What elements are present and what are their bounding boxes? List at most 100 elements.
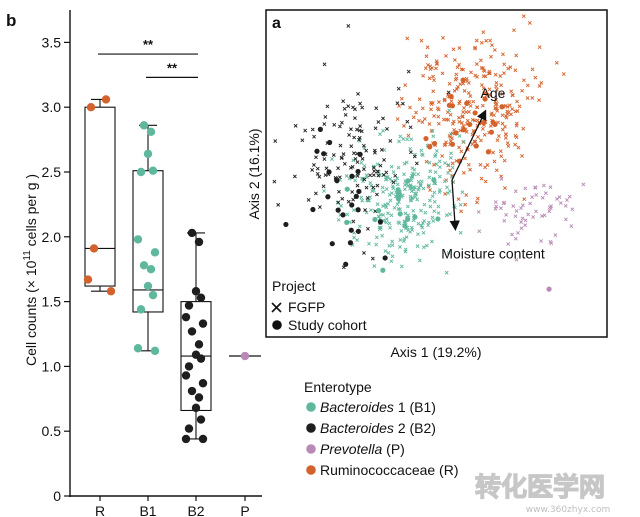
- enterotype-swatch-icon: [306, 402, 316, 412]
- fgfp-cross-point: [483, 90, 488, 95]
- study-cohort-dot-point: [431, 140, 438, 147]
- fgfp-cross-point: [351, 208, 356, 212]
- data-point-B2: [198, 379, 208, 388]
- fgfp-cross-point: [434, 148, 439, 153]
- fgfp-cross-point: [480, 103, 485, 108]
- fgfp-cross-point: [414, 161, 419, 166]
- fgfp-cross-point: [461, 124, 466, 128]
- fgfp-cross-point: [422, 202, 427, 207]
- fgfp-cross-point: [371, 165, 376, 170]
- fgfp-cross-point: [342, 161, 347, 166]
- fgfp-cross-point: [336, 166, 341, 171]
- fgfp-cross-point: [358, 101, 363, 106]
- fgfp-cross-point: [402, 187, 407, 192]
- data-point-R: [89, 244, 99, 253]
- fgfp-cross-point: [357, 135, 362, 140]
- fgfp-cross-point: [349, 127, 353, 132]
- fgfp-cross-point: [402, 123, 406, 128]
- fgfp-cross-point: [480, 126, 485, 131]
- fgfp-cross-point: [322, 157, 327, 161]
- fgfp-cross-point: [446, 117, 451, 122]
- fgfp-cross-point: [424, 54, 429, 59]
- fgfp-cross-point: [398, 245, 402, 249]
- fgfp-cross-point: [300, 138, 305, 143]
- study-cohort-dot-point: [481, 120, 487, 126]
- fgfp-cross-point: [350, 189, 355, 194]
- fgfp-cross-point: [378, 163, 383, 168]
- study-cohort-dot-point: [382, 255, 388, 261]
- fgfp-cross-point: [484, 38, 489, 43]
- fgfp-cross-point: [412, 154, 417, 159]
- fgfp-cross-point: [434, 162, 439, 167]
- fgfp-cross-point: [408, 229, 413, 234]
- data-point-B1: [143, 281, 153, 291]
- fgfp-cross-point: [351, 197, 356, 202]
- data-point-B2: [191, 287, 201, 296]
- watermark-text: 转化医学网: [475, 472, 605, 503]
- fgfp-cross-point: [364, 148, 369, 153]
- fgfp-cross-point: [405, 137, 410, 142]
- study-cohort-dot-point: [356, 188, 362, 195]
- fgfp-cross-point: [531, 215, 536, 219]
- fgfp-cross-point: [353, 156, 358, 161]
- fgfp-cross-point: [434, 66, 438, 71]
- fgfp-cross-point: [474, 62, 479, 67]
- fgfp-cross-point: [395, 101, 400, 106]
- fgfp-cross-point: [447, 133, 452, 138]
- fgfp-cross-point: [312, 134, 316, 139]
- fgfp-cross-point: [375, 202, 380, 207]
- fgfp-cross-point: [526, 212, 531, 217]
- fgfp-cross-point: [429, 128, 434, 133]
- fgfp-cross-point: [443, 191, 448, 196]
- fgfp-cross-point: [358, 124, 363, 129]
- fgfp-cross-point: [351, 219, 356, 224]
- fgfp-cross-point: [444, 213, 449, 218]
- fgfp-cross-point: [479, 176, 484, 181]
- fgfp-cross-point: [355, 174, 360, 178]
- study-cohort-dot-point: [343, 261, 349, 267]
- fgfp-cross-point: [480, 83, 484, 87]
- fgfp-cross-point: [519, 220, 524, 225]
- fgfp-cross-point: [530, 67, 535, 72]
- fgfp-cross-point: [390, 254, 395, 259]
- fgfp-cross-point: [539, 239, 544, 243]
- study-cohort-dot-point: [431, 177, 437, 183]
- fgfp-cross-point: [408, 194, 413, 199]
- fgfp-cross-point: [340, 196, 345, 201]
- fgfp-cross-point: [440, 71, 445, 76]
- fgfp-cross-point: [433, 154, 437, 159]
- fgfp-cross-point: [420, 106, 425, 111]
- fgfp-cross-point: [409, 137, 414, 142]
- fgfp-cross-point: [419, 208, 423, 213]
- fgfp-cross-point: [384, 220, 389, 225]
- fgfp-cross-point: [322, 122, 327, 126]
- fgfp-cross-point: [442, 143, 447, 148]
- fgfp-cross-point: [420, 153, 425, 158]
- study-cohort-dot-point: [412, 214, 418, 220]
- fgfp-cross-point: [276, 202, 281, 207]
- fgfp-cross-point: [416, 172, 421, 177]
- fgfp-cross-point: [390, 239, 395, 244]
- fgfp-cross-point: [421, 245, 426, 250]
- fgfp-cross-point: [389, 164, 394, 169]
- fgfp-cross-point: [386, 211, 390, 216]
- study-cohort-dot-point: [435, 216, 441, 222]
- fgfp-cross-point: [502, 158, 507, 163]
- fgfp-cross-point: [523, 186, 528, 191]
- fgfp-cross-point: [448, 112, 453, 117]
- fgfp-cross-point: [395, 202, 400, 207]
- fgfp-cross-point: [372, 169, 377, 174]
- fgfp-cross-point: [520, 203, 525, 208]
- fgfp-cross-point: [506, 144, 511, 149]
- fgfp-cross-point: [500, 121, 505, 126]
- enterotype-swatch-icon: [306, 423, 316, 433]
- fgfp-cross-point: [359, 129, 364, 134]
- y-tick-label: 2.0: [42, 229, 62, 245]
- fgfp-cross-point: [417, 185, 421, 190]
- box-plot-boxes: [84, 98, 261, 440]
- fgfp-cross-point: [493, 99, 498, 104]
- fgfp-cross-point: [521, 126, 526, 131]
- fgfp-cross-point: [419, 38, 424, 43]
- fgfp-cross-point: [293, 123, 298, 128]
- fgfp-cross-point: [427, 183, 431, 188]
